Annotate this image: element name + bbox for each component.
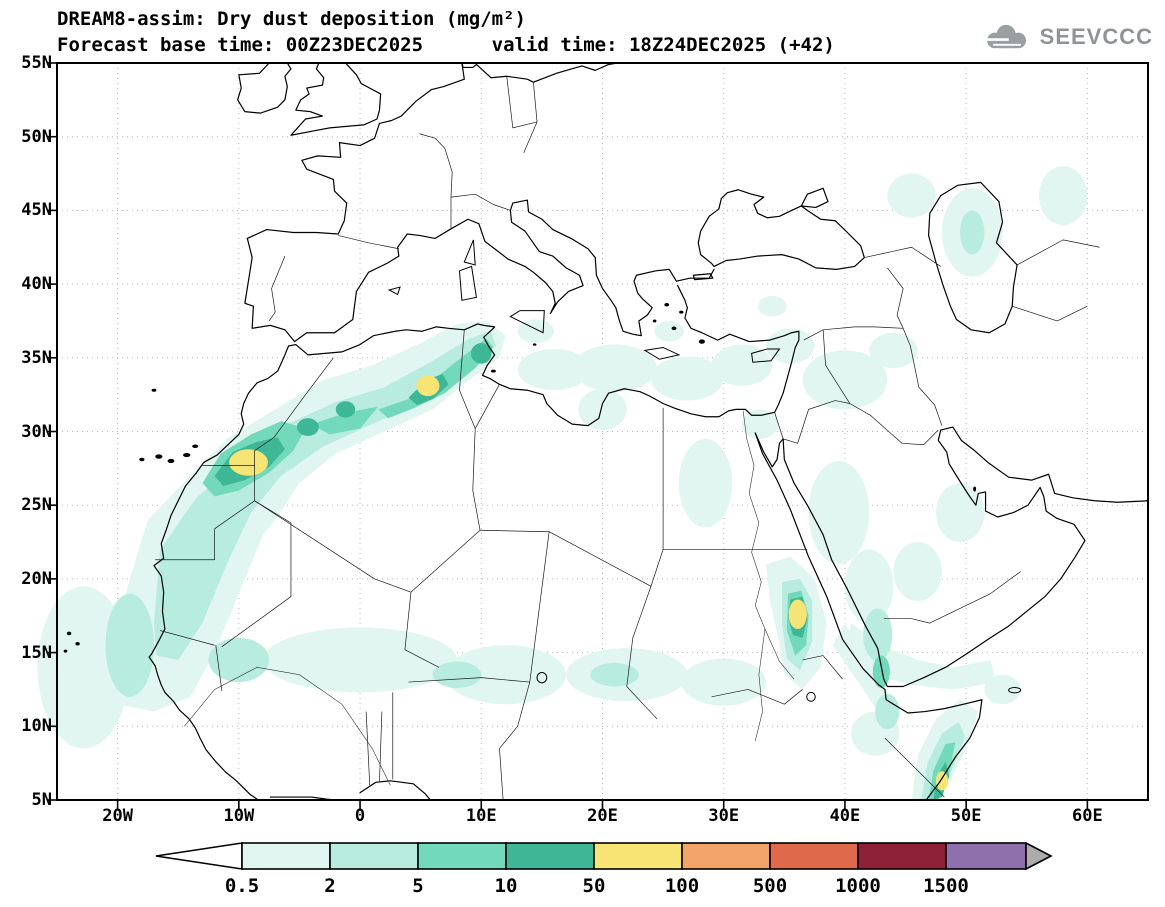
colorbar-segment <box>681 842 771 870</box>
axis-ticks <box>48 62 1089 809</box>
colorbar-label: 500 <box>753 875 787 897</box>
colorbar-segment <box>593 842 683 870</box>
colorbar-label: 100 <box>665 875 699 897</box>
geography <box>63 63 1148 800</box>
dust-contours <box>37 166 1088 800</box>
contour-level-0p5 <box>37 166 1088 800</box>
lon-label: 0 <box>354 806 366 826</box>
lat-label: 25N <box>21 495 52 516</box>
colorbar-underflow-arrow <box>155 842 243 870</box>
colorbar-label: 1500 <box>923 875 969 897</box>
lat-label: 15N <box>21 642 52 663</box>
colorbar-segment <box>945 842 1027 870</box>
islands <box>63 240 1021 701</box>
colorbar-segment <box>769 842 859 870</box>
colorbar-label: 0.5 <box>225 875 259 897</box>
colorbar-segment <box>857 842 947 870</box>
colorbar-segment <box>417 842 507 870</box>
cloud-icon <box>985 24 1026 49</box>
rivers <box>184 411 794 785</box>
coastlines <box>149 63 1148 800</box>
lat-label: 35N <box>21 347 52 368</box>
lon-label: 10E <box>465 806 497 826</box>
lon-label: 40E <box>829 806 861 826</box>
country-borders <box>155 76 1099 800</box>
lon-label: 20E <box>587 806 618 826</box>
colorbar-label: 50 <box>583 875 606 897</box>
lat-label: 55N <box>21 53 52 73</box>
lat-label: 10N <box>21 716 52 737</box>
lon-label: 50E <box>950 806 982 826</box>
colorbar-segment <box>241 842 331 870</box>
colorbar-label: 5 <box>412 875 423 897</box>
lat-label: 45N <box>21 200 52 221</box>
colorbar-label: 1000 <box>835 875 881 897</box>
lat-label: 50N <box>21 126 52 147</box>
lon-label: 10W <box>223 806 255 826</box>
map-frame <box>56 62 1149 801</box>
lat-label: 20N <box>21 568 52 589</box>
colorbar: 0.5 2 5 10 50 100 500 1000 1500 <box>155 841 1053 897</box>
seevccc-logo: SEEVCCC <box>981 22 1153 52</box>
colorbar-label: 10 <box>495 875 518 897</box>
lat-label: 5N <box>31 790 52 810</box>
contour-level-50 <box>229 375 948 791</box>
lat-label: 30N <box>21 421 52 442</box>
colorbar-segment <box>505 842 595 870</box>
colorbar-segment <box>329 842 419 870</box>
figure-subtitle: Forecast base time: 00Z23DEC2025 valid t… <box>57 34 835 56</box>
colorbar-label: 2 <box>324 875 335 897</box>
logo-text: SEEVCCC <box>1039 24 1153 49</box>
figure-title: DREAM8-assim: Dry dust deposition (mg/m²… <box>57 8 526 30</box>
lon-label: 30E <box>708 806 740 826</box>
map-canvas <box>37 62 1149 809</box>
lon-label: 20W <box>102 806 133 826</box>
colorbar-overflow-arrow <box>1025 841 1053 871</box>
lat-label: 40N <box>21 274 52 295</box>
lon-label: 60E <box>1072 806 1103 826</box>
